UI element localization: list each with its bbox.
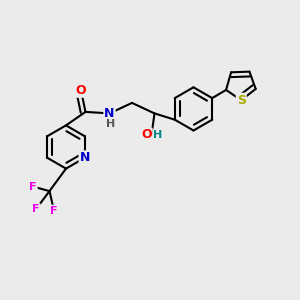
Text: N: N <box>80 151 90 164</box>
Text: O: O <box>76 84 86 97</box>
Text: H: H <box>106 119 116 129</box>
Text: F: F <box>50 206 58 216</box>
Text: O: O <box>141 128 152 142</box>
Text: N: N <box>104 107 115 120</box>
Text: F: F <box>29 182 37 192</box>
Text: S: S <box>237 94 246 107</box>
Text: F: F <box>32 204 40 214</box>
Text: H: H <box>154 130 163 140</box>
